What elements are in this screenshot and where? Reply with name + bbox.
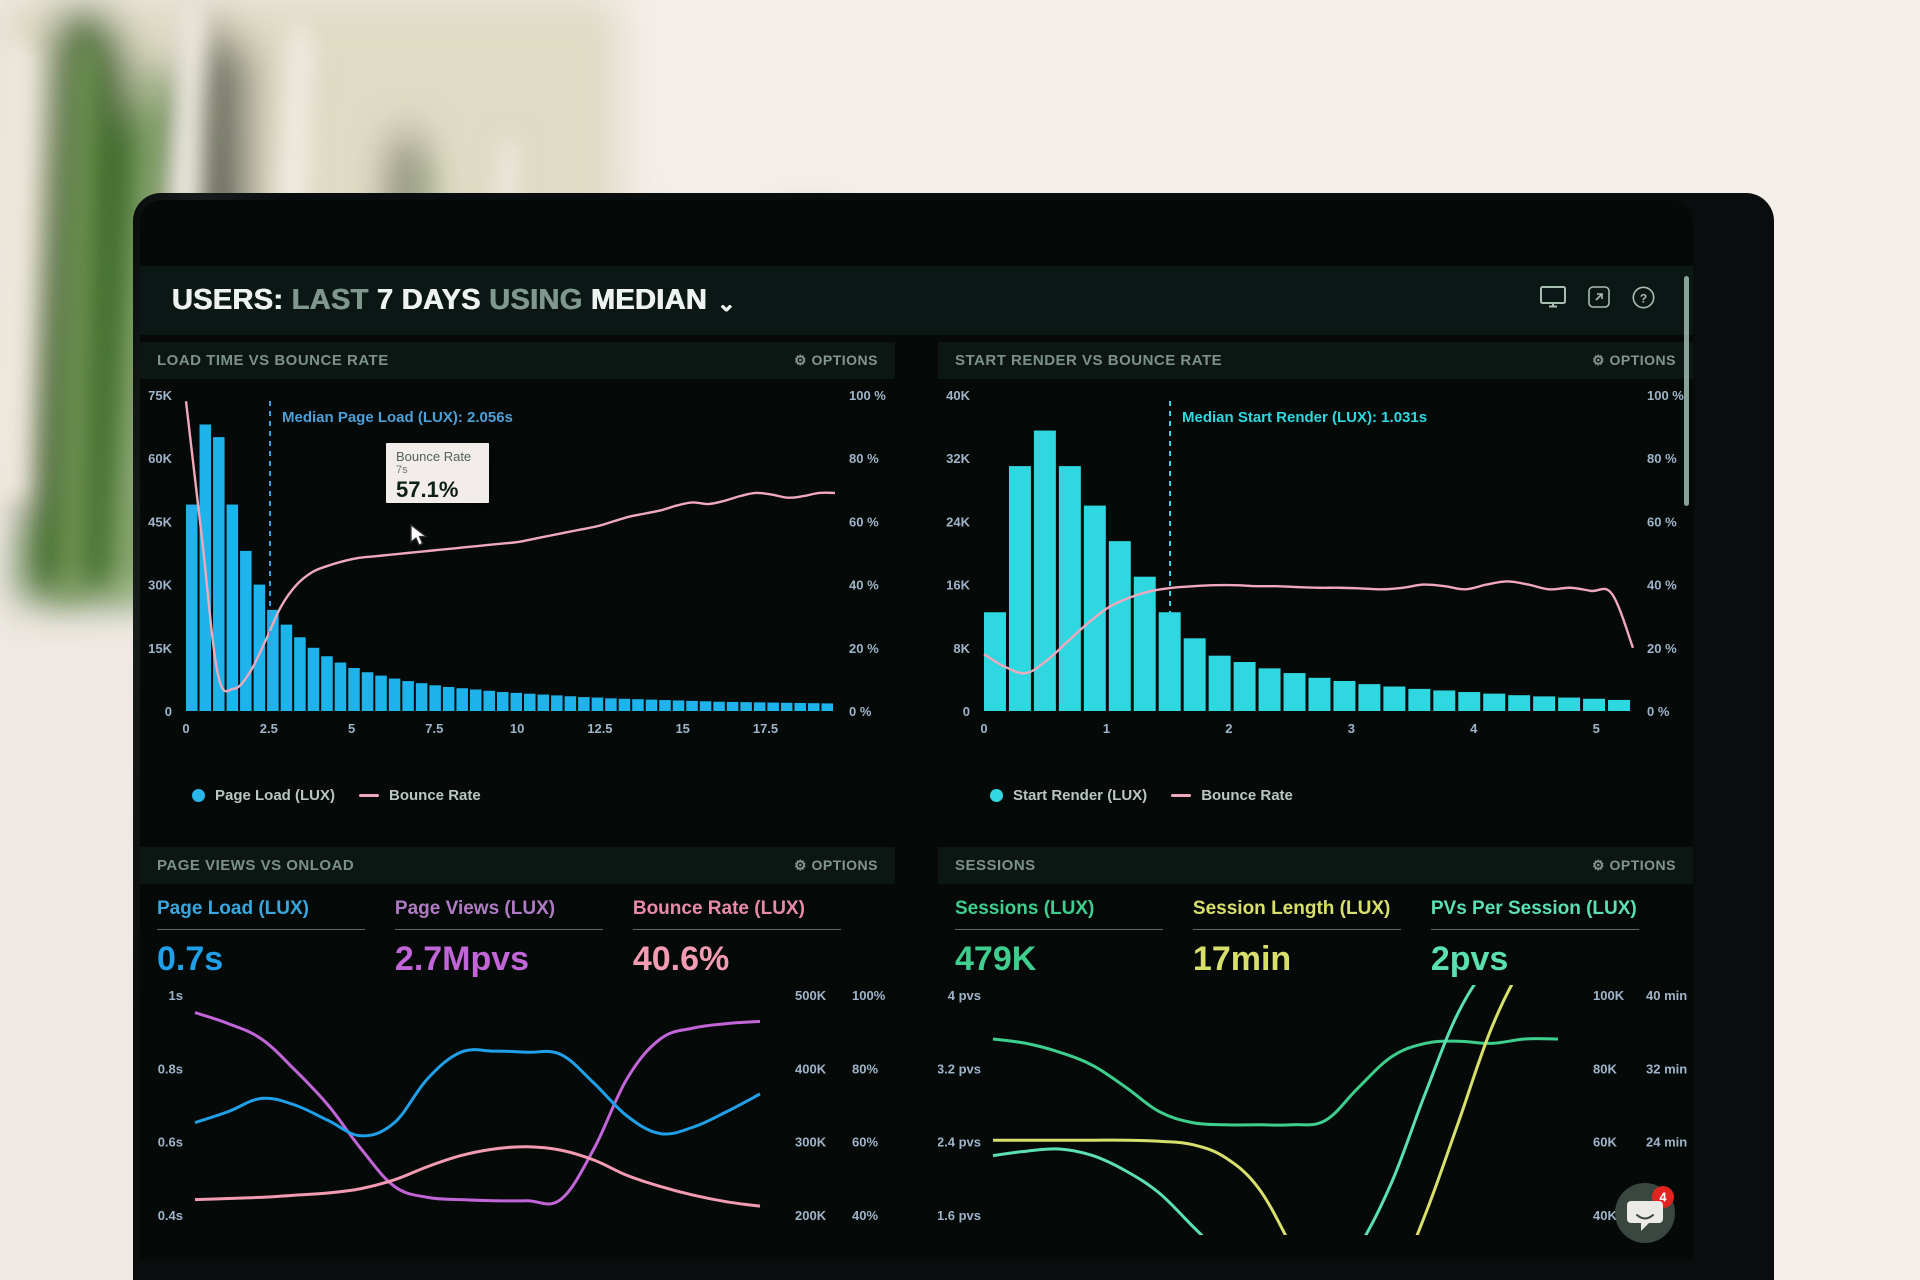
svg-text:80 %: 80 % bbox=[849, 451, 879, 466]
svg-text:15K: 15K bbox=[148, 641, 172, 656]
svg-text:0: 0 bbox=[980, 721, 987, 736]
svg-text:1.6 pvs: 1.6 pvs bbox=[938, 1208, 981, 1223]
svg-text:20 %: 20 % bbox=[849, 641, 879, 656]
svg-text:0 %: 0 % bbox=[1647, 704, 1670, 719]
svg-text:0: 0 bbox=[165, 704, 172, 719]
svg-text:17.5: 17.5 bbox=[753, 721, 778, 736]
svg-text:24 min: 24 min bbox=[1646, 1135, 1687, 1150]
svg-text:100 %: 100 % bbox=[1647, 388, 1684, 403]
svg-text:5: 5 bbox=[1593, 721, 1600, 736]
svg-text:40 %: 40 % bbox=[849, 578, 879, 593]
svg-text:16K: 16K bbox=[946, 578, 970, 593]
svg-text:?: ? bbox=[1640, 291, 1647, 305]
svg-text:100%: 100% bbox=[852, 988, 886, 1003]
svg-text:0: 0 bbox=[182, 721, 189, 736]
svg-text:0 %: 0 % bbox=[849, 704, 872, 719]
svg-text:32 min: 32 min bbox=[1646, 1061, 1687, 1076]
svg-text:60K: 60K bbox=[1593, 1135, 1617, 1150]
svg-text:100 %: 100 % bbox=[849, 388, 886, 403]
svg-text:3.2 pvs: 3.2 pvs bbox=[938, 1061, 981, 1076]
svg-text:4: 4 bbox=[1470, 721, 1478, 736]
svg-text:40%: 40% bbox=[852, 1208, 878, 1223]
svg-text:80 %: 80 % bbox=[1647, 451, 1677, 466]
svg-text:40K: 40K bbox=[946, 388, 970, 403]
svg-text:0: 0 bbox=[963, 704, 970, 719]
svg-text:8K: 8K bbox=[953, 641, 970, 656]
svg-text:40 min: 40 min bbox=[1646, 988, 1687, 1003]
svg-text:300K: 300K bbox=[795, 1135, 827, 1150]
svg-text:3: 3 bbox=[1348, 721, 1355, 736]
svg-text:400K: 400K bbox=[795, 1061, 827, 1076]
svg-text:0.6s: 0.6s bbox=[158, 1135, 183, 1150]
svg-text:4 pvs: 4 pvs bbox=[948, 988, 981, 1003]
svg-text:500K: 500K bbox=[795, 988, 827, 1003]
svg-text:40 %: 40 % bbox=[1647, 578, 1677, 593]
svg-text:100K: 100K bbox=[1593, 988, 1625, 1003]
svg-text:20 %: 20 % bbox=[1647, 641, 1677, 656]
svg-text:15: 15 bbox=[675, 721, 689, 736]
svg-text:200K: 200K bbox=[795, 1208, 827, 1223]
svg-text:75K: 75K bbox=[148, 388, 172, 403]
svg-text:45K: 45K bbox=[148, 514, 172, 529]
svg-text:32K: 32K bbox=[946, 451, 970, 466]
svg-text:60K: 60K bbox=[148, 451, 172, 466]
svg-text:0.4s: 0.4s bbox=[158, 1208, 183, 1223]
svg-text:60 %: 60 % bbox=[849, 514, 879, 529]
svg-text:7.5: 7.5 bbox=[425, 721, 443, 736]
svg-text:80K: 80K bbox=[1593, 1061, 1617, 1076]
svg-text:2.5: 2.5 bbox=[260, 721, 278, 736]
svg-text:60%: 60% bbox=[852, 1135, 878, 1150]
svg-text:30K: 30K bbox=[148, 578, 172, 593]
svg-text:1s: 1s bbox=[169, 988, 183, 1003]
svg-text:10: 10 bbox=[510, 721, 524, 736]
svg-text:1: 1 bbox=[1103, 721, 1110, 736]
svg-text:5: 5 bbox=[348, 721, 355, 736]
svg-text:80%: 80% bbox=[852, 1061, 878, 1076]
svg-text:12.5: 12.5 bbox=[587, 721, 612, 736]
svg-text:2.4 pvs: 2.4 pvs bbox=[938, 1135, 981, 1150]
svg-text:2: 2 bbox=[1225, 721, 1232, 736]
svg-text:24K: 24K bbox=[946, 514, 970, 529]
svg-text:60 %: 60 % bbox=[1647, 514, 1677, 529]
svg-text:0.8s: 0.8s bbox=[158, 1061, 183, 1076]
